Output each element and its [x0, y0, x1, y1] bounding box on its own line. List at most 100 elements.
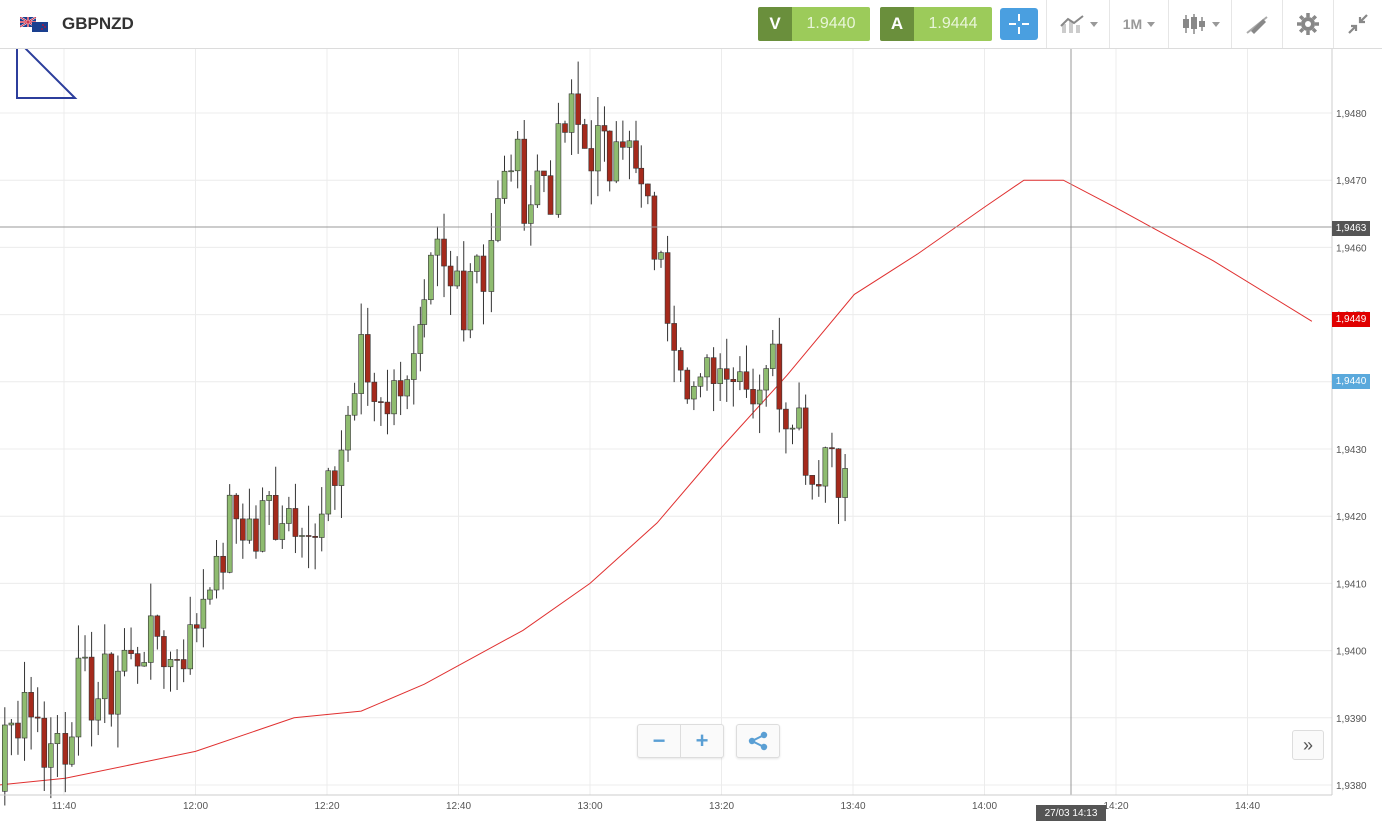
candle-body [658, 252, 664, 260]
gear-icon [1297, 13, 1319, 35]
candle-body [48, 743, 54, 768]
candle-body [514, 138, 521, 172]
time-axis-tick-label: 14:20 [1103, 801, 1128, 812]
price-axis-tick-label: 1,9390 [1336, 714, 1367, 725]
candle-body [568, 93, 575, 133]
candle-body [286, 508, 292, 524]
candle-body [501, 170, 508, 199]
candle-body [95, 698, 101, 721]
zoom-out-button[interactable]: − [652, 728, 666, 753]
candle-body [233, 494, 240, 520]
timeframe-selector[interactable]: 1M [1109, 0, 1168, 48]
candle-body [595, 125, 601, 172]
price-axis-tick-label: 1,9400 [1336, 647, 1367, 658]
candle-body [213, 555, 220, 591]
candle-body [207, 589, 213, 600]
candle-body [547, 175, 554, 215]
candle-body [802, 407, 809, 476]
indicators-icon [1059, 15, 1084, 33]
candle-body [41, 717, 48, 768]
candle-body [651, 195, 658, 260]
moving-average-price-tag: 1,9449 [1332, 312, 1370, 327]
candle-body [480, 255, 487, 292]
moving-average-line [0, 179, 1313, 786]
candle-body [508, 170, 514, 173]
price-axis-tick-label: 1,9380 [1336, 781, 1367, 792]
candle-body [101, 653, 108, 700]
candle-body [200, 598, 207, 629]
candle-body [384, 401, 391, 415]
candle-body [633, 140, 639, 169]
candle-body [769, 343, 776, 369]
candle-body [822, 447, 829, 487]
zoom-in-button[interactable]: + [680, 725, 723, 757]
time-axis-tick-label: 12:20 [314, 801, 339, 812]
candle-body [358, 334, 364, 394]
price-axis-tick-label: 1,9430 [1336, 445, 1367, 456]
candle-body [704, 357, 710, 378]
crosshair-button[interactable] [1000, 8, 1038, 40]
candle-body [626, 140, 633, 148]
candle-body [345, 414, 351, 451]
buy-price: 1.9444 [914, 7, 992, 41]
crosshair-time-tag: 27/03 14:13 [1036, 805, 1106, 821]
candle-body [299, 535, 305, 537]
buy-button[interactable]: A 1.9444 [880, 7, 992, 41]
time-axis-tick-label: 12:00 [183, 801, 208, 812]
candle-body [141, 662, 148, 667]
sell-label: V [758, 7, 792, 41]
candle-body [82, 656, 88, 659]
candle-body [555, 123, 562, 215]
candle-body [15, 722, 21, 739]
candle-body [601, 125, 608, 132]
candle-body [638, 167, 645, 185]
candle-body [318, 513, 325, 538]
candle-body [246, 518, 253, 541]
candle-body [226, 494, 233, 573]
drawing-tools-icon [1246, 16, 1268, 34]
candle-body [391, 380, 397, 415]
candle-body [364, 334, 371, 383]
candle-body [325, 470, 332, 515]
collapse-button[interactable] [1333, 0, 1382, 48]
candle-body [562, 123, 568, 133]
time-axis-tick-label: 11:40 [52, 801, 77, 812]
price-axis-tick-label: 1,9460 [1336, 243, 1367, 254]
candle-body [441, 238, 447, 267]
candle-body [710, 357, 717, 384]
sell-price: 1.9440 [792, 7, 870, 41]
indicators-button[interactable] [1046, 0, 1109, 48]
candle-body [332, 470, 338, 486]
candle-body [783, 408, 789, 430]
crosshair-icon [1009, 14, 1029, 34]
candle-body [421, 299, 428, 325]
candlestick-series [2, 61, 848, 806]
candle-body [128, 649, 134, 654]
settings-button[interactable] [1282, 0, 1333, 48]
candle-body [488, 240, 495, 292]
time-axis-tick-label: 13:40 [840, 801, 865, 812]
share-button[interactable] [736, 724, 780, 758]
price-axis-tick-label: 1,9470 [1336, 176, 1367, 187]
time-axis-tick-label: 13:00 [577, 801, 602, 812]
candle-body [842, 468, 848, 498]
candle-body [428, 254, 434, 301]
candle-body [581, 124, 588, 149]
chart-type-button[interactable] [1168, 0, 1231, 48]
candle-body [180, 659, 187, 670]
current-price-tag: 1,9440 [1332, 374, 1370, 389]
candle-body [829, 447, 835, 450]
collapse-icon [1348, 14, 1368, 34]
scroll-to-latest-button[interactable]: » [1292, 730, 1324, 760]
price-axis: 1,94801,94701,94601,94501,94401,94301,94… [1336, 109, 1367, 792]
drawing-tools-button[interactable] [1231, 0, 1282, 48]
share-icon [748, 731, 768, 751]
candle-body [606, 130, 613, 182]
candle-body [776, 343, 783, 410]
chart-toolbar: GBPNZD V 1.9440 A 1.9444 1M [0, 0, 1382, 49]
timeframe-label: 1M [1122, 16, 1143, 32]
chevron-down-icon [1089, 21, 1098, 27]
price-chart[interactable]: 1,94801,94701,94601,94501,94401,94301,94… [0, 49, 1382, 822]
candle-body [534, 170, 541, 206]
sell-button[interactable]: V 1.9440 [758, 7, 870, 41]
